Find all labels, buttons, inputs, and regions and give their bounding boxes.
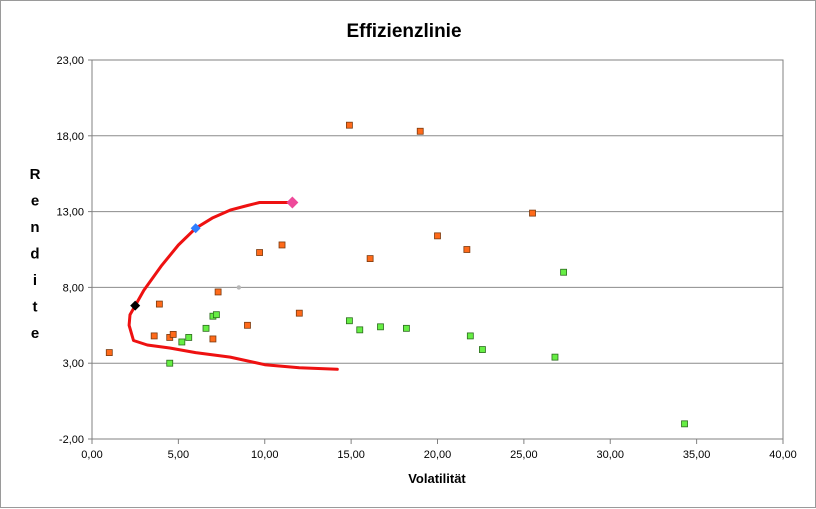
data-point-green [551,353,559,361]
x-tick-label: 5,00 [168,449,189,461]
y-tick-label: -2,00 [59,434,84,446]
data-point-green [166,359,174,367]
y-axis-label-letter: n [30,219,39,236]
x-tick-label: 40,00 [769,449,797,461]
tangency-point [190,223,201,234]
x-tick-label: 15,00 [337,449,365,461]
data-point-orange [295,309,303,317]
y-axis-label-letter: i [33,272,37,289]
y-axis-label-letter: e [31,325,39,342]
data-point-green [681,420,688,428]
data-point-orange [150,332,158,340]
data-point-orange [244,321,251,329]
data-point-green [560,268,568,276]
y-tick-label: 13,00 [56,207,84,219]
y-axis-label-letter: d [30,246,39,263]
max-return-point [286,196,299,209]
data-point-green [212,311,220,319]
y-tick-label: 8,00 [63,282,84,294]
efficient-frontier-line [127,201,339,371]
x-tick-label: 25,00 [510,449,538,461]
y-tick-label: 3,00 [63,358,84,370]
data-point-green [185,334,193,341]
x-tick-label: 35,00 [683,449,711,461]
plot-layer: -2,00 3,00 8,00 13,00 18,00 23,00 0,00 5,00 10,0… [56,55,796,461]
data-point-orange [529,209,536,217]
data-point-orange [209,335,217,343]
data-point-green [202,324,210,332]
y-tick-label: 23,00 [56,55,84,67]
x-axis-label: Volatilität [408,471,466,486]
chart-title: Effizienzlinie [346,21,461,42]
data-point-green [356,326,364,334]
data-point-orange [169,330,177,338]
data-point-orange [434,232,441,240]
min-variance-point [130,300,141,311]
y-axis-label-letter: t [33,299,38,316]
data-point-orange [345,121,353,129]
data-point-green [345,317,353,325]
data-point-orange [155,300,163,308]
y-axis-label-letter: e [31,193,39,210]
data-point-green [178,338,186,346]
x-tick-label: 30,00 [596,449,624,461]
gray-point [236,285,242,290]
y-axis-label-letter: R [30,166,41,183]
data-point-orange [416,127,424,135]
data-point-green [466,332,474,340]
data-point-orange [366,255,374,262]
data-point-green [403,324,410,332]
data-point-orange [278,241,286,249]
x-tick-label: 0,00 [81,449,102,461]
data-point-orange [463,246,471,253]
y-tick-label: 18,00 [56,131,84,143]
data-point-green [377,323,384,331]
x-tick-label: 10,00 [251,449,279,461]
data-point-green [479,346,486,353]
data-point-orange [256,249,263,256]
plot-border [91,59,784,440]
x-tick-label: 20,00 [424,449,452,461]
data-point-orange [214,288,222,296]
data-point-orange [105,349,113,356]
